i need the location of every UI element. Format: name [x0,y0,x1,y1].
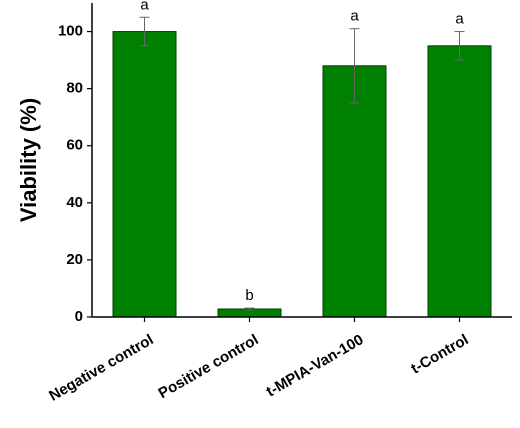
error-bar [349,28,360,104]
x-tick-label: t-Control [408,331,471,377]
x-tick-label: t-MPIA-Van-100 [263,331,366,400]
significance-letter: a [140,0,149,13]
bar [427,45,492,318]
y-tick-label: 80 [66,80,83,97]
significance-letter: a [350,8,359,25]
y-tick-label: 20 [66,251,83,268]
significance-letter: b [245,287,253,304]
error-bar [454,31,465,61]
bar [112,31,177,318]
y-tick-label: 0 [75,308,83,325]
error-bar [139,16,150,47]
y-tick-label: 60 [66,137,83,154]
error-bar [244,307,255,311]
y-tick-label: 100 [58,23,83,40]
y-tick-label: 40 [66,194,83,211]
significance-letter: a [455,11,464,28]
bar [322,65,387,318]
x-tick-label: Negative control [46,331,156,404]
x-tick-label: Positive control [156,331,262,402]
y-axis-label: Viability (%) [16,98,41,222]
